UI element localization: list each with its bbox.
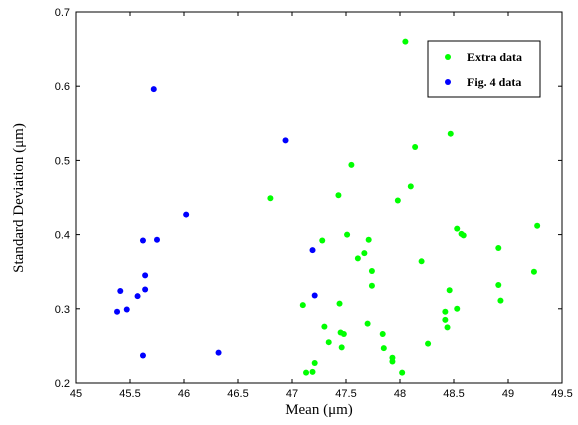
x-axis-label: Mean (μm): [285, 402, 353, 418]
x-tick-label: 45: [70, 388, 82, 400]
extra-data-point: [379, 331, 386, 338]
extra-data-point: [340, 331, 347, 338]
extra-data-point: [460, 232, 467, 239]
extra-data-point: [321, 323, 328, 330]
extra-data-point: [368, 267, 375, 274]
extra-data-point: [399, 369, 406, 376]
fig4-data-point: [139, 352, 146, 359]
extra-data-point: [338, 344, 345, 351]
fig4-data-point: [123, 306, 130, 313]
extra-data-point: [418, 258, 425, 265]
extra-data-point: [311, 359, 318, 366]
fig4-data-point: [142, 286, 149, 293]
extra-data-point: [348, 161, 355, 168]
extra-data-point: [425, 340, 432, 347]
fig4-data-point: [154, 236, 160, 243]
fig4-data-point: [134, 293, 141, 300]
extra-data-point: [309, 368, 316, 375]
extra-data-point: [299, 302, 306, 309]
fig4-data-point: [142, 272, 149, 279]
extra-data-point: [446, 287, 453, 294]
extra-data-point: [394, 197, 401, 204]
y-tick-label: 0.6: [55, 81, 70, 93]
extra-data-point: [495, 244, 502, 251]
y-tick-label: 0.3: [55, 304, 70, 316]
x-axis: 45 45.5 46 46.5 47 47.5 48 48.5 49 49.5: [70, 12, 573, 400]
extra-data-point: [354, 255, 361, 262]
y-tick-label: 0.4: [55, 230, 70, 242]
legend-label-fig4-data: Fig. 4 data: [467, 75, 521, 89]
legend-label-extra-data: Extra data: [467, 50, 522, 64]
x-tick-label: 47: [286, 388, 298, 400]
extra-data-point: [442, 316, 449, 323]
legend: Extra data Fig. 4 data: [427, 40, 541, 98]
x-tick-label: 46: [178, 388, 190, 400]
extra-data-point: [530, 268, 537, 275]
legend-marker-fig4-data: [445, 79, 451, 85]
extra-data-point: [495, 282, 502, 289]
fig4-data-point: [139, 237, 146, 244]
extra-data-point: [361, 250, 368, 257]
legend-marker-extra-data: [445, 54, 451, 60]
extra-data-point: [497, 297, 504, 304]
extra-data-point: [335, 192, 342, 199]
x-tick-label: 49: [502, 388, 514, 400]
extra-data-point: [267, 195, 274, 202]
extra-data-point: [454, 225, 461, 232]
fig4-data-point: [114, 308, 121, 315]
fig4-data-point: [117, 287, 124, 294]
x-tick-label: 48.5: [443, 388, 464, 400]
extra-data-point: [407, 183, 414, 190]
y-axis-label: Standard Deviation (μm): [11, 123, 27, 273]
fig4-data-point: [183, 211, 190, 218]
extra-data-point: [454, 305, 461, 312]
extra-data-point: [303, 369, 310, 376]
extra-data-point: [336, 300, 343, 307]
extra-data-point: [389, 358, 396, 365]
x-tick-label: 49.5: [551, 388, 572, 400]
fig4-data-point: [215, 349, 222, 356]
extra-data-point: [402, 38, 409, 45]
extra-data-point: [412, 144, 419, 151]
legend-box: [427, 40, 541, 98]
y-axis: 0.2 0.3 0.4 0.5 0.6 0.7: [55, 7, 562, 390]
x-tick-label: 46.5: [227, 388, 248, 400]
x-tick-label: 48: [394, 388, 406, 400]
extra-data-point: [368, 282, 375, 289]
extra-data-point: [380, 345, 387, 352]
extra-data-point: [325, 339, 332, 346]
data-points: [114, 38, 541, 376]
fig4-data-point: [309, 247, 316, 254]
extra-data-point: [444, 324, 451, 331]
extra-data-point: [364, 320, 371, 327]
fig4-data-point: [311, 292, 318, 299]
extra-data-point: [319, 237, 326, 244]
extra-data-point: [447, 130, 454, 137]
y-tick-label: 0.5: [55, 155, 70, 167]
x-tick-label: 45.5: [119, 388, 140, 400]
fig4-data-point: [282, 137, 289, 144]
extra-data-point: [442, 308, 449, 315]
extra-data-point: [344, 231, 351, 238]
x-tick-label: 47.5: [335, 388, 356, 400]
fig4-data-point: [150, 86, 157, 93]
extra-data-point: [534, 222, 541, 229]
y-tick-label: 0.7: [55, 7, 70, 19]
y-tick-label: 0.2: [55, 378, 70, 390]
extra-data-point: [365, 236, 372, 243]
